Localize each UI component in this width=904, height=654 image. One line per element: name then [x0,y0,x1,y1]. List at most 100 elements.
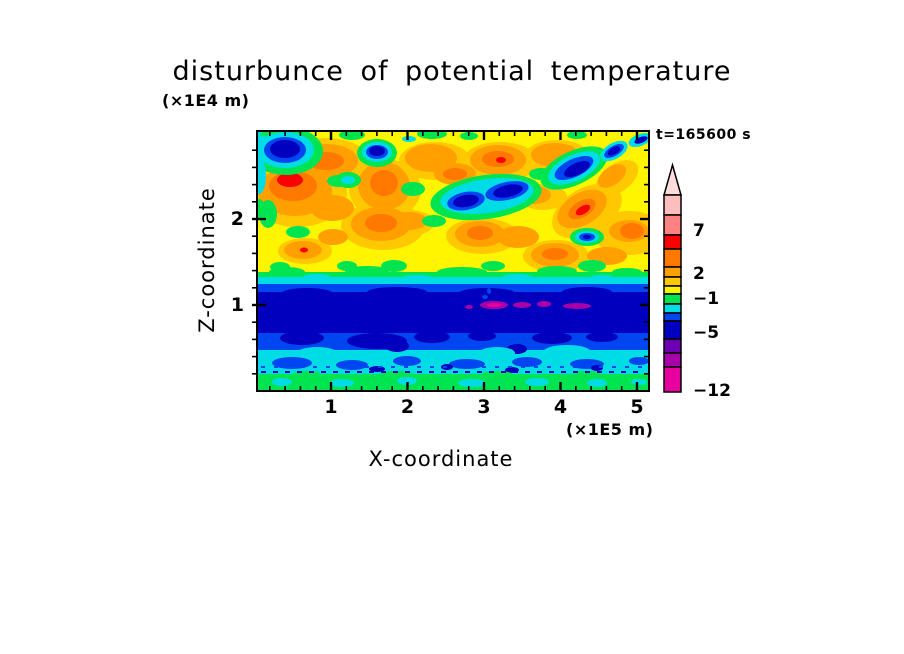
contour-blob-green [537,266,577,276]
contour-blob-cyan [588,275,616,283]
contour-blob-navy [367,287,427,297]
contour-blob-orange [443,168,467,180]
colorbar-label: −12 [693,381,731,401]
colorbar: 7 2 −1 −5 −12 [663,162,731,401]
contour-blob-green [417,131,447,139]
contour-blob-navy [459,288,515,298]
x-axis-units: (×1E5 m) [566,420,654,439]
contour-blob-green [437,267,487,277]
contour-blob-navy [385,340,409,352]
contour-blob-navy [564,160,590,178]
x-axis-label: X-coordinate [368,447,514,471]
colorbar-label: 7 [693,221,705,241]
colorbar-segment-blue [663,312,682,322]
contour-blob-cyan [479,347,515,359]
contour-blob-navy [493,184,523,198]
contour-blob-green [573,371,601,377]
colorbar-label: −1 [693,289,719,309]
contour-blob-green [381,260,407,272]
contour-blob-green [269,267,305,277]
colorbar-segment-gold [663,276,682,287]
colorbar-segment-salmon [663,214,682,236]
contour-blob-red [277,173,303,187]
x-tick-label-5: 5 [630,396,644,418]
contour-blob-green [481,261,505,271]
contour-band-cyan [257,277,649,286]
x-tick-label-2: 2 [400,396,415,418]
contour-blob-cyan [302,274,332,282]
y-tick-label-2: 2 [230,208,244,230]
contour-blob-cyan [272,378,292,386]
contour-blob-amber [318,229,348,245]
colorbar-arrow [663,162,682,196]
contour-blob-blue [336,360,368,370]
contour-blob-magenta [487,303,501,307]
y-axis-units: (×1E4 m) [162,91,250,110]
contour-blob-navy [282,288,332,298]
contour-blob-green [257,199,265,219]
contour-blob-cyan [341,176,355,184]
contour-blob-red [300,247,308,253]
contour-blob-magpurple [537,301,551,307]
contour-blob-cyan [613,350,641,360]
contour-blob-navy [586,332,618,342]
contour-blob-magpurple [513,302,531,308]
contour-blob-cyan [330,379,354,387]
y-tick-label-1: 1 [230,294,244,316]
colorbar-segment-orange [663,248,682,268]
contour-blob-blue [393,356,421,366]
contour-blob-amber [310,195,354,221]
contour-blob-red [496,157,506,163]
colorbar-segment-magenta [663,366,682,393]
contour-blob-green [422,215,446,227]
contour-band-navy [257,292,649,334]
contour-blob-amber [391,212,427,230]
contour-blob-cyan [399,275,435,283]
colorbar-segment-purple [663,338,682,354]
contour-blob-cyan [458,379,486,387]
contour-blob-cyan [402,136,416,142]
contour-blob-red [575,204,591,216]
contour-blob-navy [583,235,591,239]
contour-blob-green [567,131,587,139]
plot-area [257,131,649,391]
colorbar-segment-green [663,293,682,305]
contour-blob-cyan [631,379,647,385]
contour-blob-navy [532,332,572,344]
contour-blob-magpurple [465,305,473,309]
contour-field [257,131,649,391]
contour-blob-navy [270,140,300,158]
colorbar-segment-pink [663,194,682,216]
x-tick-label-4: 4 [553,396,568,418]
contour-blob-blue [629,357,649,365]
contour-blob-blue [487,288,491,294]
contour-blob-cyan [587,379,607,387]
contour-blob-orange [467,226,493,240]
contour-blob-amber [597,164,627,188]
contour-blob-navy [468,331,496,341]
contour-blob-green [578,260,606,272]
contour-blob-navy [607,146,621,156]
contour-blob-green [286,226,310,238]
contour-blob-cyan [420,350,464,362]
colorbar-segment-yellow [663,285,682,295]
colorbar-label: 2 [693,264,705,284]
colorbar-label: −5 [693,323,719,343]
axes-frame [252,130,650,392]
contour-blob-navy [453,194,479,208]
contour-blob-orange [542,248,568,260]
contour-blob-orange [620,223,644,239]
contour-blob-navy [280,331,324,345]
contour-blob-cyan [525,378,549,386]
colorbar-segment-red [663,234,682,250]
colorbar-segment-navy [663,320,682,340]
contour-blob-cyan [359,350,391,360]
contour-blob-cyan [297,347,337,359]
contour-blob-magpurple [563,303,591,309]
contour-blob-green [401,182,425,196]
chart-title: disturbunce of potential temperature [172,56,732,87]
contour-band-blue [257,284,649,294]
colorbar-segment-cyan [663,303,682,314]
contour-blob-cyan [501,274,533,282]
